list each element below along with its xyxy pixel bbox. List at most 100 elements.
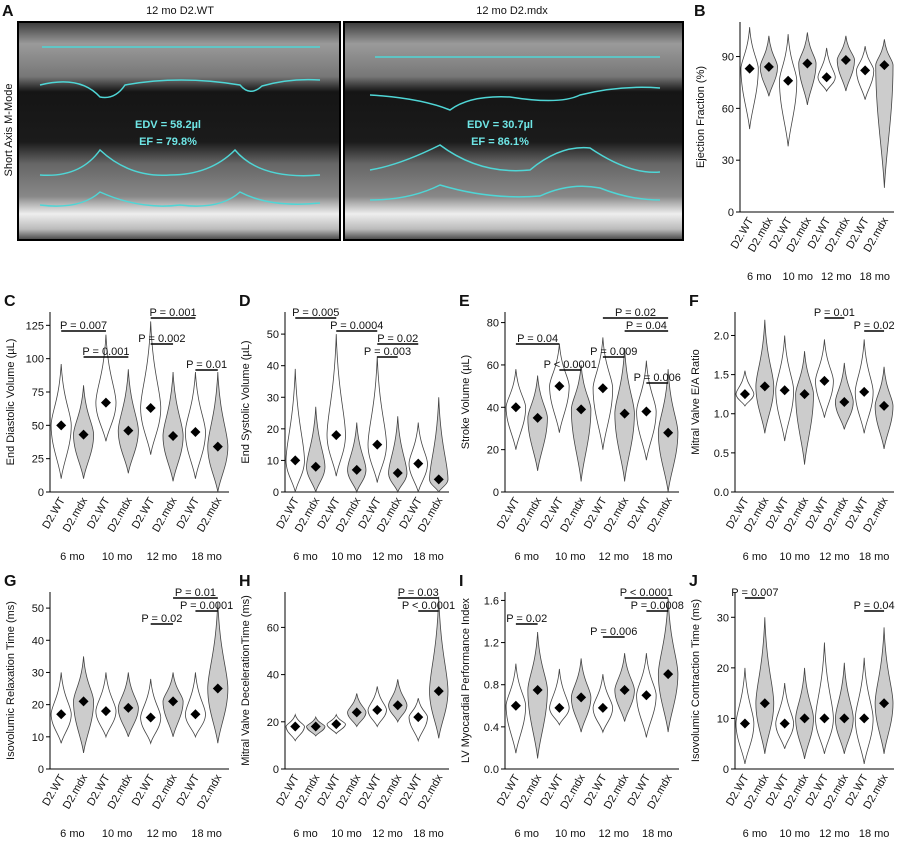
y-tick-label: 30 bbox=[32, 667, 44, 679]
mean-marker bbox=[145, 403, 156, 413]
group-label: 18 mo bbox=[642, 828, 673, 840]
mean-marker bbox=[663, 669, 674, 680]
mean-marker bbox=[879, 400, 890, 411]
mean-marker bbox=[799, 713, 810, 724]
violin bbox=[795, 667, 814, 759]
mean-marker bbox=[78, 429, 89, 440]
mean-marker bbox=[212, 683, 223, 694]
p-value: P = 0.003 bbox=[364, 346, 411, 358]
mean-marker bbox=[351, 707, 362, 718]
violin bbox=[834, 662, 854, 754]
mean-marker bbox=[168, 696, 179, 707]
panel-letter: G bbox=[4, 573, 16, 590]
y-tick-label: 40 bbox=[267, 361, 279, 373]
violin bbox=[570, 364, 592, 482]
p-value: P = 0.001 bbox=[149, 307, 196, 319]
annotation: EF = 79.8% bbox=[139, 136, 197, 148]
violin bbox=[140, 678, 162, 745]
mean-marker bbox=[839, 397, 850, 407]
y-tick-label: 10 bbox=[32, 732, 44, 744]
mean-marker bbox=[310, 721, 321, 732]
violin bbox=[740, 27, 759, 130]
y-tick-label: 0 bbox=[38, 487, 44, 499]
mean-marker bbox=[56, 420, 67, 431]
image-title: 12 mo D2.mdx bbox=[476, 5, 548, 17]
violin bbox=[285, 368, 305, 493]
p-value: P < 0.0001 bbox=[620, 587, 673, 599]
y-tick-label: 20 bbox=[487, 445, 499, 457]
y-tick-label: 75 bbox=[32, 387, 44, 399]
y-axis-label: Isovolumic Relaxation Time (ms) bbox=[5, 601, 17, 760]
panel-letter: C bbox=[4, 293, 16, 310]
y-tick-label: 20 bbox=[32, 700, 44, 712]
mean-marker bbox=[433, 686, 444, 697]
mean-marker bbox=[56, 709, 67, 720]
trace bbox=[39, 148, 321, 177]
mean-marker bbox=[100, 706, 111, 717]
mean-marker bbox=[510, 402, 521, 413]
mean-marker bbox=[619, 684, 630, 695]
y-axis-label: Stroke Volume (µL) bbox=[460, 355, 472, 449]
panel-a: A 12 mo D2.WT 12 mo D2.mdx Short Axis M-… bbox=[2, 3, 684, 241]
mean-marker bbox=[413, 712, 424, 723]
y-tick-label: 0 bbox=[38, 764, 44, 776]
group-label: 6 mo bbox=[293, 551, 317, 563]
group-label: 6 mo bbox=[515, 828, 539, 840]
y-tick-label: 40 bbox=[487, 402, 499, 414]
y-tick-label: 30 bbox=[717, 612, 729, 624]
group-label: 10 mo bbox=[331, 828, 362, 840]
violin bbox=[527, 375, 548, 471]
panel-letter: F bbox=[689, 293, 699, 310]
y-tick-label: 10 bbox=[717, 713, 729, 725]
y-tick-label: 40 bbox=[32, 635, 44, 647]
y-tick-label: 50 bbox=[32, 420, 44, 432]
group-label: 12 mo bbox=[598, 828, 629, 840]
group-label: 18 mo bbox=[642, 551, 673, 563]
p-value: P = 0.001 bbox=[82, 346, 129, 358]
annotation: EDV = 30.7µl bbox=[467, 119, 533, 131]
mean-marker bbox=[331, 430, 342, 441]
mean-marker bbox=[641, 690, 652, 701]
violin bbox=[834, 362, 854, 430]
group-label: 10 mo bbox=[102, 828, 133, 840]
p-value: P = 0.02 bbox=[506, 613, 547, 625]
y-tick-label: 1.0 bbox=[714, 409, 729, 421]
violin bbox=[775, 682, 795, 749]
mean-marker bbox=[802, 58, 813, 69]
group-label: 12 mo bbox=[372, 551, 403, 563]
panel-letter: I bbox=[459, 573, 463, 590]
p-value: P = 0.006 bbox=[634, 372, 681, 384]
p-value: P < 0.0001 bbox=[544, 359, 597, 371]
panel-letter: J bbox=[689, 573, 698, 590]
mean-marker bbox=[597, 702, 608, 713]
group-label: 10 mo bbox=[779, 828, 810, 840]
group-label: 6 mo bbox=[60, 551, 84, 563]
p-value: P = 0.02 bbox=[854, 320, 895, 332]
violin bbox=[429, 596, 449, 739]
group-label: 6 mo bbox=[747, 271, 771, 283]
mean-marker bbox=[123, 425, 134, 436]
mean-marker bbox=[859, 386, 870, 397]
p-value: P = 0.007 bbox=[60, 320, 107, 332]
violin bbox=[755, 319, 775, 434]
violin bbox=[388, 416, 408, 494]
mean-marker bbox=[860, 65, 871, 76]
y-tick-label: 100 bbox=[26, 354, 44, 366]
mean-marker bbox=[799, 389, 810, 400]
y-tick-label: 0.8 bbox=[484, 680, 499, 692]
mean-marker bbox=[779, 385, 790, 396]
y-axis-label: End Systolic Volume (µL) bbox=[240, 340, 252, 463]
mean-marker bbox=[78, 696, 89, 707]
p-value: P = 0.04 bbox=[854, 600, 895, 612]
violin bbox=[117, 369, 139, 474]
mean-marker bbox=[392, 700, 403, 711]
violin bbox=[140, 321, 162, 455]
y-tick-label: 0.4 bbox=[484, 722, 499, 734]
mean-marker bbox=[554, 702, 565, 713]
group-label: 18 mo bbox=[859, 551, 890, 563]
p-value: P = 0.0008 bbox=[631, 600, 684, 612]
mean-marker bbox=[532, 412, 543, 423]
violin bbox=[735, 370, 755, 407]
mean-marker bbox=[413, 458, 424, 469]
